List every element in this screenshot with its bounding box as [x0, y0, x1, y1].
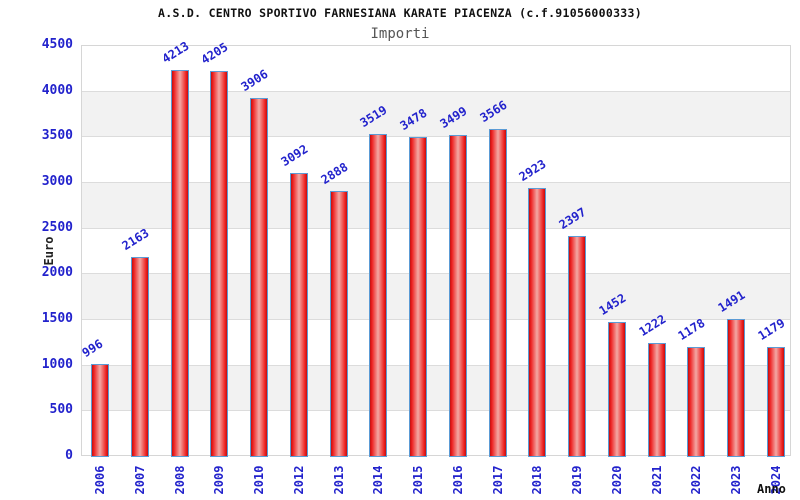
- bar-2018: [528, 188, 547, 457]
- x-tick-label-2012: 2012: [291, 465, 306, 495]
- gridline: [81, 182, 791, 183]
- y-tick-label: 4500: [41, 37, 73, 52]
- plot-band: [81, 227, 791, 274]
- bar-2009: [210, 70, 229, 457]
- bar-2013: [329, 191, 348, 457]
- plot-band: [81, 182, 791, 228]
- x-tick-label-2020: 2020: [609, 465, 624, 495]
- x-tick-label-2017: 2017: [490, 465, 505, 495]
- y-tick-label: 2500: [41, 219, 73, 235]
- y-tick-label: 3000: [41, 174, 73, 189]
- bar-2022: [687, 347, 706, 457]
- x-tick-label-2008: 2008: [172, 465, 187, 495]
- x-tick-label-2010: 2010: [252, 465, 267, 495]
- bar-2017: [488, 129, 507, 457]
- x-tick-label-2016: 2016: [450, 465, 465, 495]
- y-tick-label: 0: [65, 448, 73, 463]
- y-tick-label: 500: [49, 402, 73, 418]
- plot-band: [81, 273, 791, 319]
- y-tick-label: 4000: [41, 82, 73, 98]
- chart-title: A.S.D. CENTRO SPORTIVO FARNESIANA KARATE…: [158, 6, 642, 20]
- x-tick-label-2018: 2018: [530, 465, 545, 495]
- gridline: [81, 227, 791, 229]
- plot-band: [81, 136, 791, 182]
- plot-band: [81, 410, 791, 456]
- plot-band: [81, 90, 791, 137]
- chart-subtitle: Importi: [370, 26, 430, 42]
- plot-band: [81, 364, 791, 411]
- y-tick-label: 2000: [41, 265, 73, 281]
- bar-2007: [130, 257, 149, 457]
- y-tick-label: 3500: [41, 128, 73, 144]
- bar-2014: [369, 133, 388, 457]
- bar-2012: [289, 172, 308, 457]
- bar-2021: [647, 343, 666, 457]
- gridline: [81, 136, 791, 138]
- gridline: [81, 410, 791, 412]
- bar-2024: [767, 347, 785, 457]
- bar-2006: [91, 364, 109, 457]
- x-tick-label-2009: 2009: [212, 465, 227, 495]
- plot-border: [81, 45, 791, 456]
- x-tick-label-2015: 2015: [411, 465, 426, 495]
- gridline: [81, 319, 791, 320]
- x-tick-label-2014: 2014: [371, 465, 386, 495]
- bar-2010: [250, 98, 269, 457]
- bar-2019: [568, 236, 587, 457]
- bar-2020: [607, 322, 626, 457]
- x-tick-label-2019: 2019: [570, 465, 585, 495]
- bar-2008: [170, 70, 189, 457]
- bar-2015: [409, 137, 428, 457]
- x-tick-label-2007: 2007: [132, 465, 147, 495]
- x-tick-label-2006: 2006: [93, 465, 107, 495]
- bar-2016: [448, 135, 467, 457]
- y-tick-label: 1000: [41, 356, 73, 372]
- plot-band: [81, 45, 791, 91]
- bar-2023: [727, 318, 746, 457]
- x-axis-title: Anno: [757, 482, 786, 496]
- x-tick-label-2023: 2023: [729, 465, 744, 495]
- gridline: [81, 364, 791, 366]
- x-tick-label-2022: 2022: [689, 465, 704, 495]
- x-tick-label-2021: 2021: [649, 465, 664, 495]
- plot-band: [81, 319, 791, 365]
- x-tick-label-2013: 2013: [331, 465, 346, 495]
- y-tick-label: 1500: [41, 311, 73, 326]
- gridline: [81, 90, 791, 92]
- gridline: [81, 273, 791, 275]
